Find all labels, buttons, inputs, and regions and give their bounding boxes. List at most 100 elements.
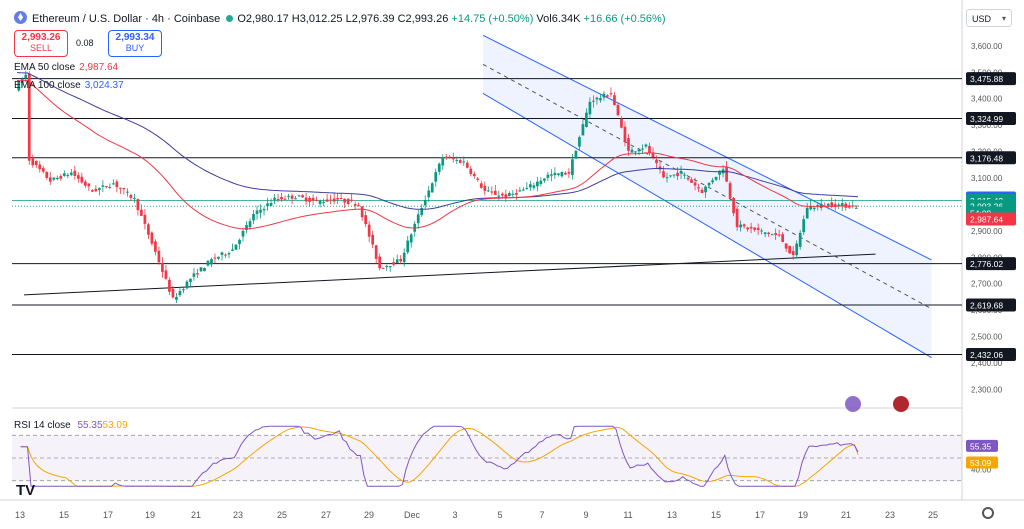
candle-body: [798, 232, 802, 247]
time-tick-label: 21: [191, 510, 201, 520]
candle-body: [462, 161, 466, 163]
candle-body: [255, 210, 259, 214]
price-tick-label: 2,300.00: [971, 385, 1003, 394]
candle-body: [697, 187, 700, 189]
rsi-tag-box: [966, 456, 998, 469]
candle-body: [465, 162, 469, 168]
time-tick-label: 3: [452, 510, 457, 520]
candle-body: [578, 137, 581, 147]
candle-body: [297, 195, 301, 197]
candle-body: [434, 172, 438, 182]
ema100-label: EMA 100 close: [14, 80, 81, 91]
price-tag-box: [966, 72, 1016, 86]
price-tag-box: [966, 112, 1016, 126]
candle-body: [714, 176, 718, 180]
rsi-tag-label: 55.35: [970, 441, 992, 451]
candle-body: [27, 73, 31, 161]
candle-body: [805, 207, 809, 219]
candle-body: [819, 203, 823, 208]
candle-body: [34, 161, 38, 166]
candle-body: [707, 183, 711, 186]
chart-header: Ethereum / U.S. Dollar · 4h · Coinbase O2…: [14, 11, 665, 25]
candle-body: [126, 191, 129, 193]
ethereum-icon: [14, 11, 27, 24]
candle-body: [140, 209, 143, 216]
candle-body: [749, 226, 753, 229]
time-tick-label: 11: [623, 510, 632, 520]
rsi-tick-label: 40.00: [971, 465, 992, 474]
candle-body: [557, 173, 560, 175]
candle-body: [336, 198, 339, 200]
ema100-line: [16, 72, 859, 210]
channel-fill: [483, 35, 932, 358]
price-tick-label: 2,900.00: [971, 227, 1003, 236]
candle-body: [122, 187, 126, 190]
buy-button[interactable]: 2,993.34 BUY: [108, 30, 162, 57]
candle-body: [192, 273, 196, 277]
time-tick-label: 17: [103, 510, 113, 520]
candle-body: [318, 200, 322, 204]
candle-body: [161, 262, 164, 272]
buy-label: BUY: [125, 43, 145, 53]
candle-body: [248, 221, 252, 228]
symbol-title[interactable]: Ethereum / U.S. Dollar · 4h · Coinbase: [32, 13, 221, 25]
candle-body: [539, 180, 543, 184]
candle-body: [294, 198, 297, 200]
open-value: O2,980.17: [237, 13, 289, 25]
candle-body: [101, 185, 105, 187]
price-tag: 3,475.88: [966, 72, 1016, 86]
candle-body: [536, 181, 539, 187]
high-value: H3,012.25: [291, 13, 343, 25]
candle-body: [108, 186, 112, 188]
candle-body: [241, 230, 245, 237]
candle-body: [55, 177, 59, 180]
candle-body: [416, 214, 420, 224]
candle-body: [38, 164, 42, 170]
candle-body: [560, 171, 564, 177]
candle-body: [83, 181, 87, 186]
candle-body: [406, 240, 410, 253]
candle-body: [371, 234, 375, 245]
candle-body: [483, 185, 487, 191]
candle-body: [627, 138, 630, 151]
candle-body: [283, 198, 287, 200]
ema50-legend[interactable]: EMA 50 close 2,987.64: [14, 62, 118, 73]
channel-mid-line: [482, 63, 932, 310]
time-tick-label: 15: [59, 510, 69, 520]
candle-body: [399, 258, 403, 262]
candle-body: [770, 234, 774, 236]
price-tick-label: 3,300.00: [971, 121, 1003, 130]
candle-body: [532, 185, 536, 188]
candle-body: [781, 234, 785, 243]
rsi-tag: 55.35: [966, 439, 998, 452]
candle-body: [45, 171, 49, 178]
candle-body: [115, 181, 119, 188]
change-value: +14.75 (+0.50%): [451, 13, 534, 25]
candle-body: [388, 266, 392, 268]
candle-body: [437, 163, 441, 172]
candles-group: [17, 70, 858, 303]
us-flag-icon[interactable]: [893, 396, 909, 412]
time-tick-label: 5: [497, 510, 502, 520]
candle-body: [655, 159, 658, 164]
candle-body: [812, 207, 816, 209]
rsi-legend[interactable]: RSI 14 close 55.3553.09: [14, 420, 128, 431]
candle-body: [273, 197, 276, 200]
ema100-legend[interactable]: EMA 100 close 3,024.37: [14, 80, 124, 91]
sell-button[interactable]: 2,993.26 SELL: [14, 30, 68, 57]
currency-selector[interactable]: USD ▾: [966, 9, 1012, 27]
candle-body: [199, 267, 203, 272]
candle-body: [112, 183, 115, 185]
candle-body: [739, 224, 742, 228]
candle-body: [262, 209, 266, 211]
price-tag-label: 2,987.64: [970, 214, 1003, 224]
candle-body: [238, 239, 241, 245]
candle-body: [641, 148, 644, 150]
candle-body: [746, 227, 749, 230]
candle-body: [613, 95, 616, 106]
event-icon[interactable]: [845, 396, 861, 412]
candle-body: [97, 188, 101, 191]
gear-icon[interactable]: [982, 507, 994, 519]
candle-body: [486, 190, 490, 192]
